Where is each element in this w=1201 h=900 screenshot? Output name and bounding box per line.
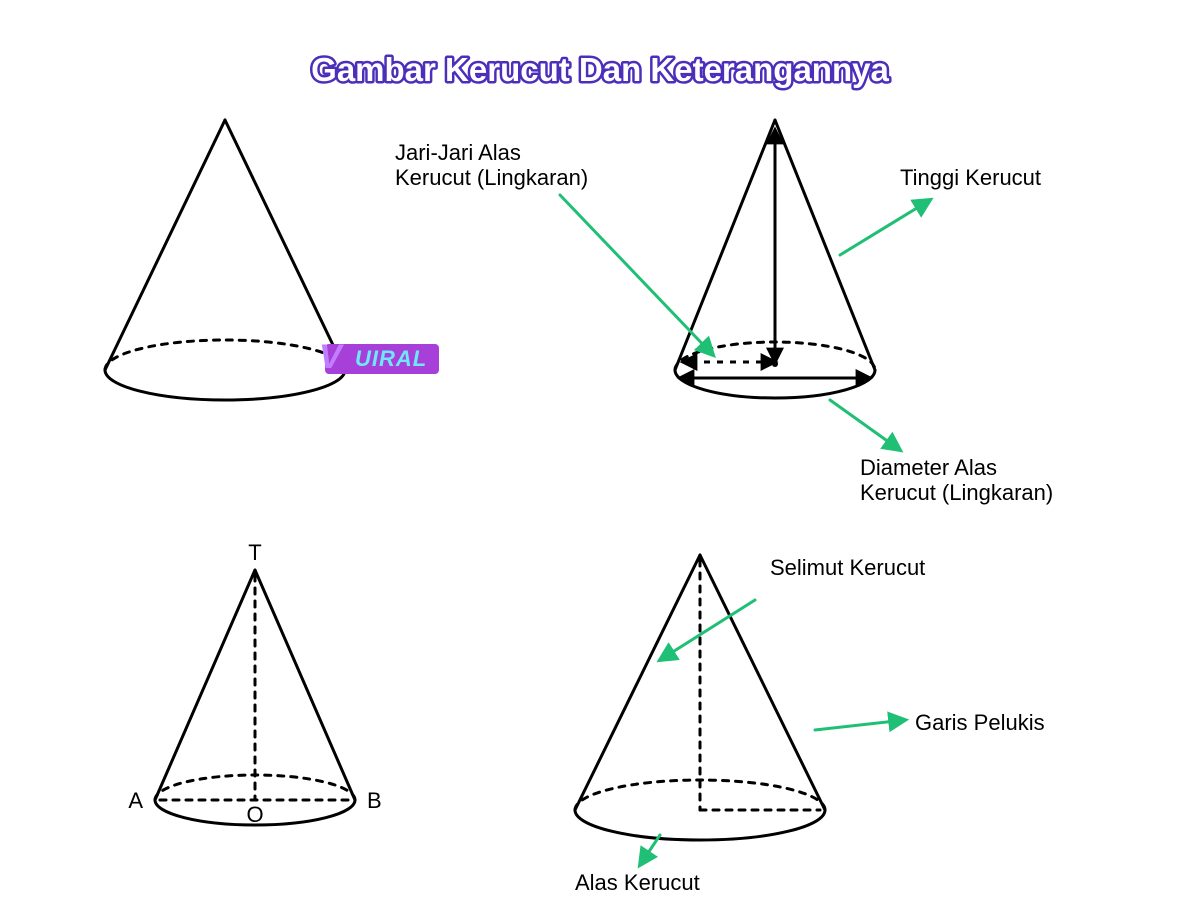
watermark-logo: V UIRAL vuiral.com bbox=[325, 344, 439, 374]
watermark-v: V bbox=[319, 338, 343, 377]
svg-text:T: T bbox=[248, 540, 261, 565]
cone-top-left bbox=[105, 120, 345, 400]
svg-text:B: B bbox=[367, 788, 382, 813]
watermark-sub: vuiral.com bbox=[393, 375, 433, 384]
watermark-text: UIRAL bbox=[355, 346, 427, 371]
label-diameter: Diameter AlasKerucut (Lingkaran) bbox=[860, 455, 1053, 506]
label-jari-jari: Jari-Jari AlasKerucut (Lingkaran) bbox=[395, 140, 588, 191]
label-garis-pelukis: Garis Pelukis bbox=[915, 710, 1045, 735]
annotation-arrows bbox=[560, 195, 930, 865]
label-alas: Alas Kerucut bbox=[575, 870, 700, 895]
cone-bottom-right bbox=[575, 555, 825, 840]
svg-text:A: A bbox=[128, 788, 143, 813]
cones-svg: T A B O bbox=[0, 0, 1201, 900]
cone-top-right bbox=[675, 120, 875, 398]
svg-text:O: O bbox=[246, 802, 263, 827]
label-tinggi: Tinggi Kerucut bbox=[900, 165, 1041, 190]
cone-bottom-left bbox=[155, 570, 355, 825]
diagram-canvas: Gambar Kerucut Dan Keterangannya TABO Ja… bbox=[0, 0, 1201, 900]
label-selimut: Selimut Kerucut bbox=[770, 555, 925, 580]
